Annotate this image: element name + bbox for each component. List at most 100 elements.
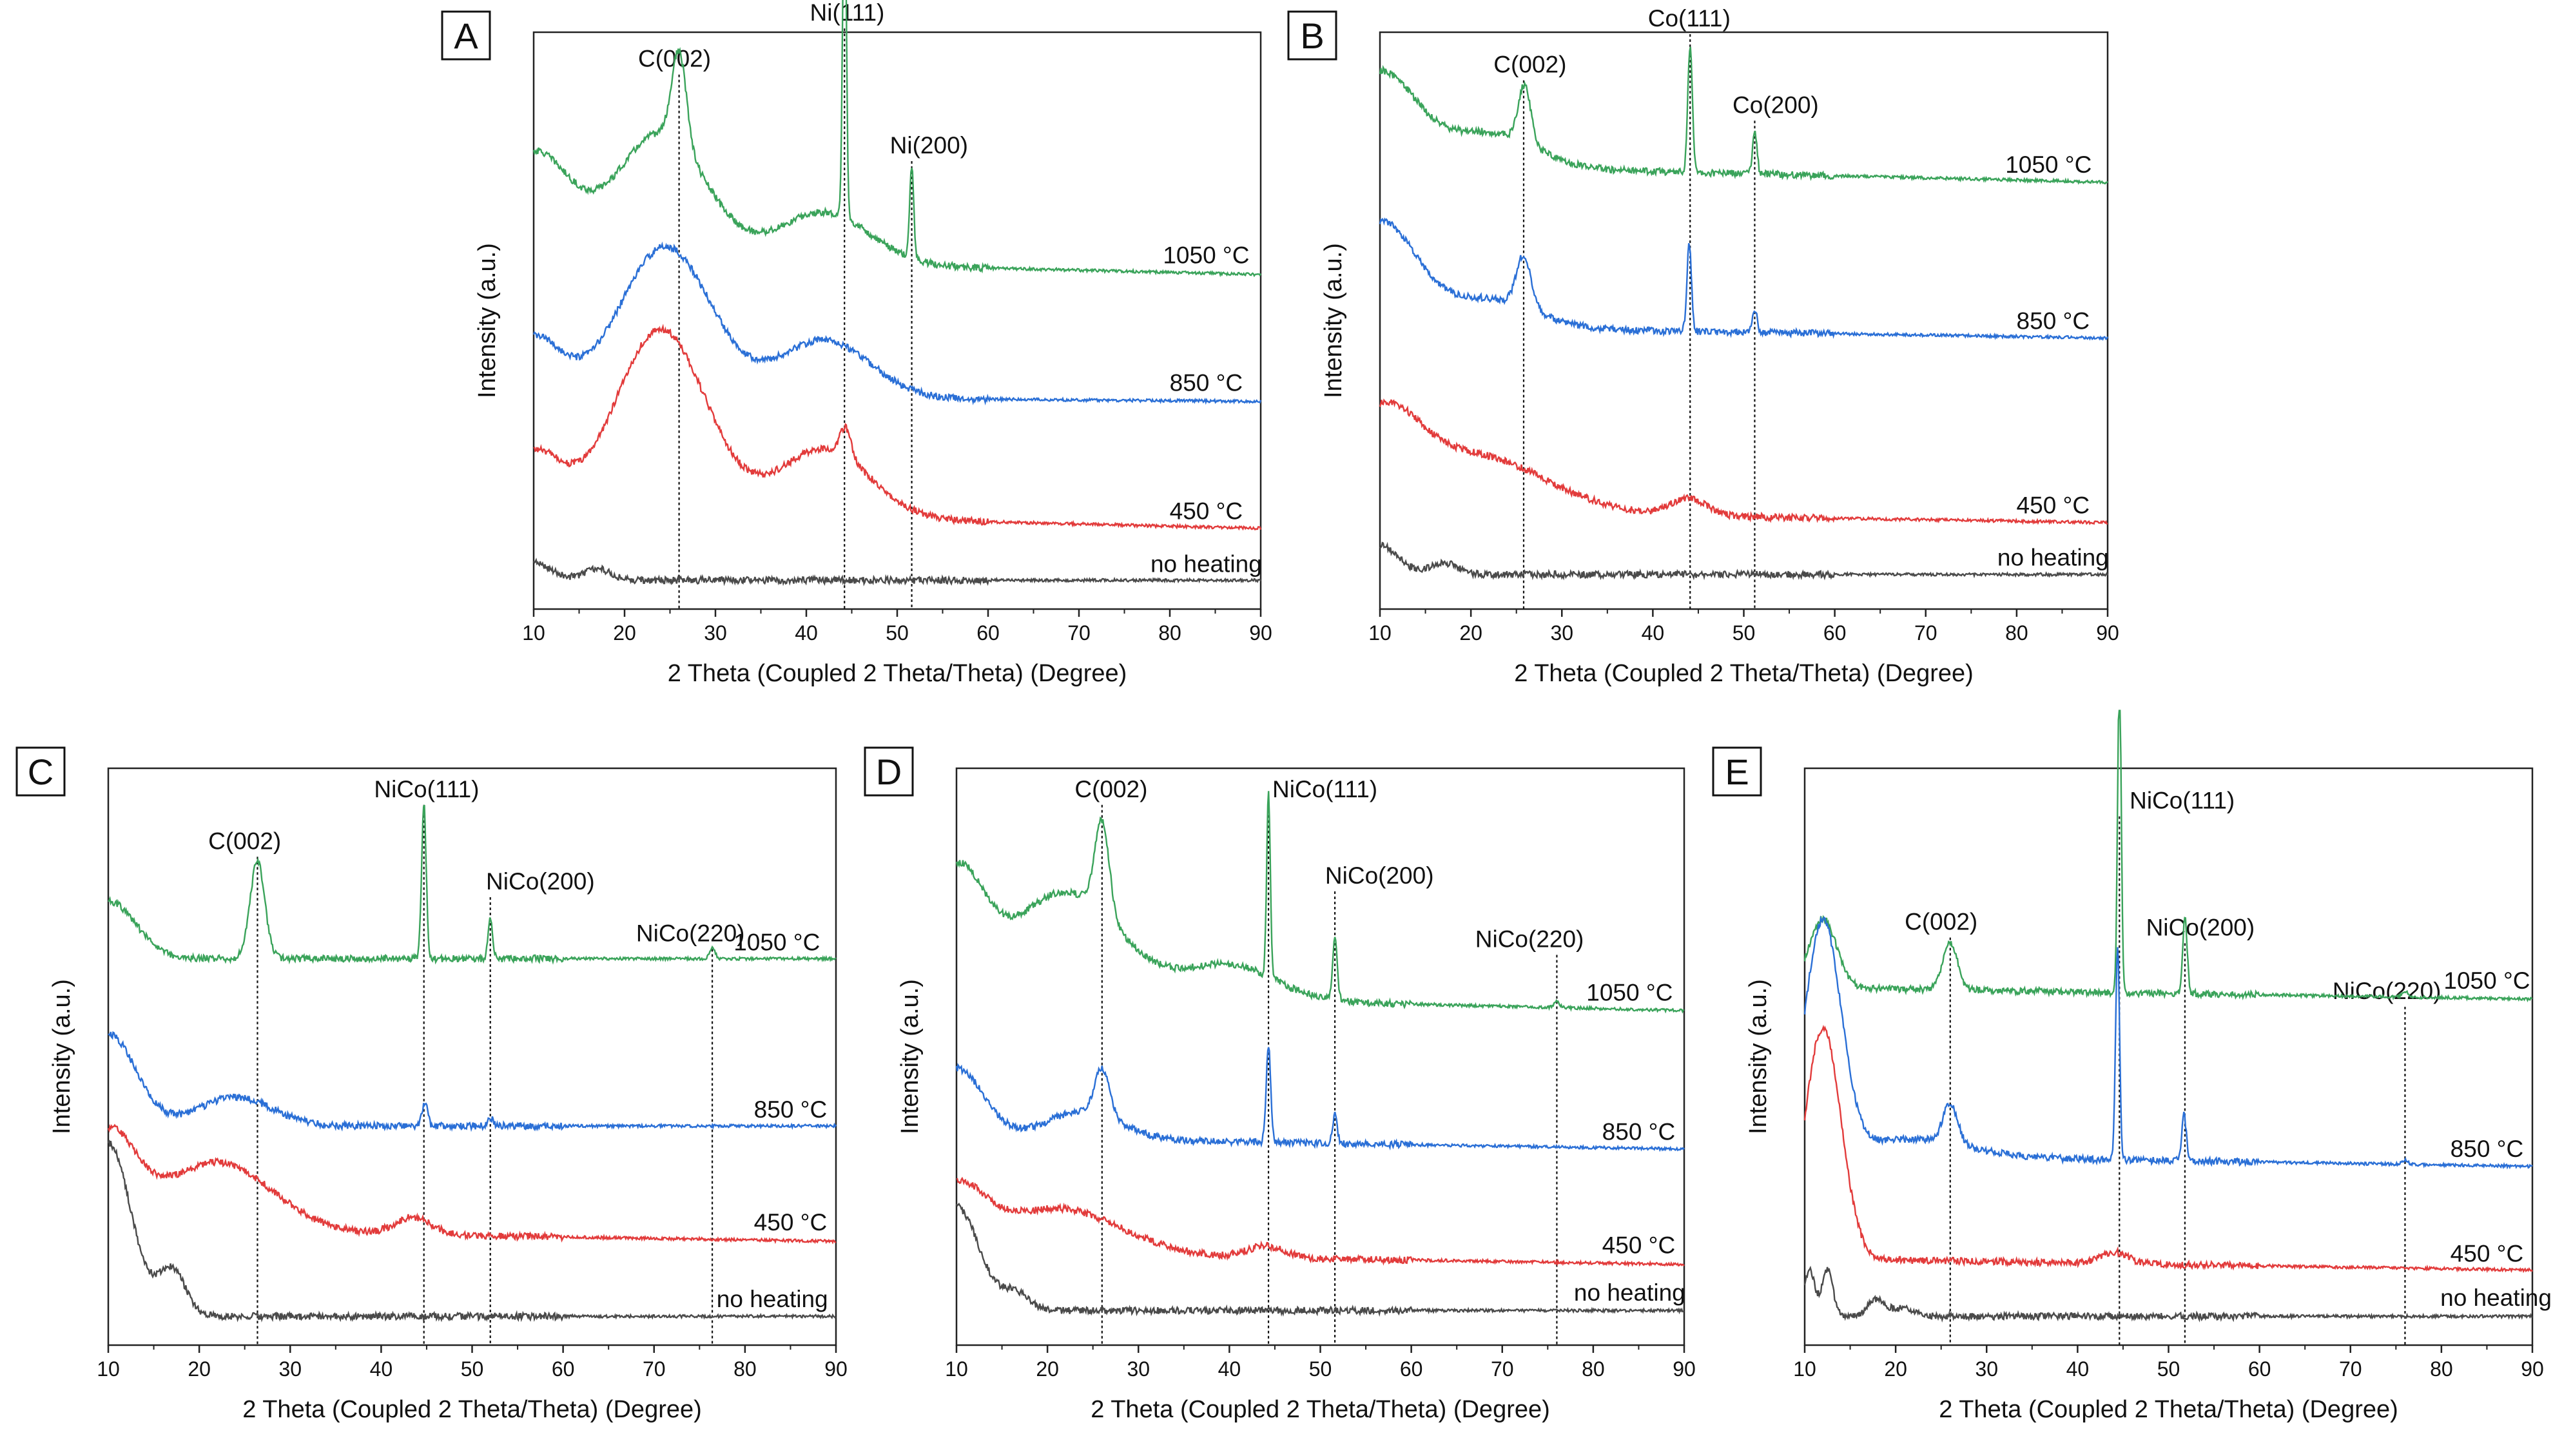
x-tick-label: 60 <box>976 621 1000 645</box>
series-label-1050: 1050 °C <box>1586 979 1673 1005</box>
panel-label-box <box>15 746 66 797</box>
x-axis-label: 2 Theta (Coupled 2 Theta/Theta) (Degree) <box>1939 1396 2398 1423</box>
x-tick-label: 40 <box>1642 621 1665 645</box>
x-tick-label: 10 <box>1368 621 1392 645</box>
series-line-none <box>532 558 1262 587</box>
series-label-none: no heating <box>1150 551 1262 578</box>
x-tick-label: 10 <box>1793 1357 1816 1381</box>
y-axis-label: Intensity (a.u.) <box>1320 243 1347 398</box>
panel-label: A <box>454 15 478 56</box>
x-tick-label: 40 <box>1218 1357 1241 1381</box>
series-label-450: 450 °C <box>2451 1240 2524 1267</box>
x-tick-label: 60 <box>2248 1357 2271 1381</box>
series-line-none <box>955 1202 1685 1317</box>
x-tick-label: 20 <box>1459 621 1482 645</box>
series-line-1050 <box>1379 46 2108 185</box>
y-axis-label: Intensity (a.u.) <box>897 979 924 1134</box>
reflection-label: NiCo(111) <box>374 776 479 802</box>
reflection-label: NiCo(200) <box>486 868 595 895</box>
x-tick-label: 90 <box>1673 1357 1696 1381</box>
panel-a: 10 20 30 40 50 60 70 80 90 2 Theta (Coupled 2 The… <box>441 0 1272 687</box>
series-label-1050: 1050 °C <box>733 929 820 955</box>
x-tick-label: 20 <box>613 621 636 645</box>
reflection-label: NiCo(220) <box>2333 978 2441 1004</box>
series-line-850 <box>532 241 1262 405</box>
series-label-850: 850 °C <box>1170 369 1243 396</box>
x-tick-label: 50 <box>461 1357 484 1381</box>
reflection-label: NiCo(200) <box>1325 862 1434 889</box>
x-tick-label: 70 <box>1067 621 1091 645</box>
series-line-1050 <box>532 0 1262 278</box>
x-tick-label: 90 <box>1249 621 1272 645</box>
series-label-none: no heating <box>717 1286 828 1312</box>
x-tick-label: 20 <box>1036 1357 1059 1381</box>
x-tick-label: 90 <box>2521 1357 2544 1381</box>
x-tick-label: 10 <box>945 1357 968 1381</box>
x-axis-label: 2 Theta (Coupled 2 Theta/Theta) (Degree) <box>668 660 1127 687</box>
x-tick-label: 60 <box>1400 1357 1423 1381</box>
series-line-none <box>1379 541 2109 581</box>
x-tick-label: 20 <box>1884 1357 1907 1381</box>
x-tick-label: 40 <box>2066 1357 2090 1381</box>
panel-label-box <box>864 746 914 797</box>
x-tick-label: 30 <box>278 1357 302 1381</box>
reflection-label: C(002) <box>1493 52 1566 78</box>
reflection-label: C(002) <box>208 828 281 854</box>
series-label-850: 850 °C <box>2017 308 2090 335</box>
x-tick-label: 50 <box>1733 621 1756 645</box>
x-tick-label: 70 <box>643 1357 666 1381</box>
x-tick-label: 70 <box>2339 1357 2362 1381</box>
panel-label-box <box>441 10 491 61</box>
x-tick-label: 30 <box>1550 621 1573 645</box>
y-axis-label: Intensity (a.u.) <box>474 243 501 398</box>
series-line-850 <box>955 1047 1685 1152</box>
series-label-none: no heating <box>2440 1285 2552 1311</box>
x-tick-label: 90 <box>824 1357 848 1381</box>
series-label-850: 850 °C <box>2451 1136 2524 1162</box>
x-tick-label: 80 <box>733 1357 757 1381</box>
x-axis-label: 2 Theta (Coupled 2 Theta/Theta) (Degree) <box>242 1396 702 1423</box>
x-tick-label: 50 <box>886 621 909 645</box>
series-label-1050: 1050 °C <box>2005 151 2092 178</box>
reflection-label: NiCo(220) <box>1475 926 1584 952</box>
series-label-450: 450 °C <box>2017 492 2090 518</box>
reflection-label: Ni(200) <box>890 132 968 159</box>
x-tick-label: 80 <box>2430 1357 2453 1381</box>
series-label-1050: 1050 °C <box>2443 967 2530 994</box>
reflection-label: C(002) <box>1905 909 1977 935</box>
x-axis-label: 2 Theta (Coupled 2 Theta/Theta) (Degree) <box>1091 1396 1550 1423</box>
series-line-450 <box>1379 398 2108 525</box>
panel-b: 10 20 30 40 50 60 70 80 90 2 Theta (Coupled 2 The… <box>1287 5 2119 687</box>
series-label-850: 850 °C <box>754 1096 828 1123</box>
panel-label-box <box>1712 746 1762 797</box>
plot-frame <box>107 767 837 1346</box>
x-tick-label: 70 <box>1491 1357 1514 1381</box>
series-label-450: 450 °C <box>1170 498 1243 525</box>
x-tick-label: 20 <box>188 1357 211 1381</box>
x-tick-label: 10 <box>97 1357 120 1381</box>
series-line-850 <box>1379 217 2109 341</box>
reflection-label: Co(111) <box>1648 5 1731 32</box>
x-tick-label: 90 <box>2096 621 2119 645</box>
x-tick-label: 30 <box>704 621 727 645</box>
y-axis-label: Intensity (a.u.) <box>48 979 75 1134</box>
series-line-850 <box>108 1031 837 1132</box>
panel-label: C <box>28 752 53 792</box>
x-tick-label: 10 <box>522 621 545 645</box>
series-label-450: 450 °C <box>1602 1232 1676 1258</box>
series-line-none <box>107 1140 837 1323</box>
series-line-450 <box>1803 1024 2533 1274</box>
x-tick-label: 40 <box>795 621 818 645</box>
series-line-1050 <box>955 791 1685 1014</box>
reflection-label: NiCo(111) <box>2130 788 2235 814</box>
series-label-none: no heating <box>1997 545 2109 571</box>
x-tick-label: 30 <box>1975 1357 1998 1381</box>
reflection-label: NiCo(220) <box>636 920 745 947</box>
series-line-450 <box>956 1176 1685 1268</box>
x-tick-label: 80 <box>1582 1357 1605 1381</box>
series-label-450: 450 °C <box>754 1209 828 1236</box>
series-line-850 <box>1803 915 2533 1170</box>
x-tick-label: 30 <box>1127 1357 1150 1381</box>
reflection-label: C(002) <box>1074 776 1147 802</box>
